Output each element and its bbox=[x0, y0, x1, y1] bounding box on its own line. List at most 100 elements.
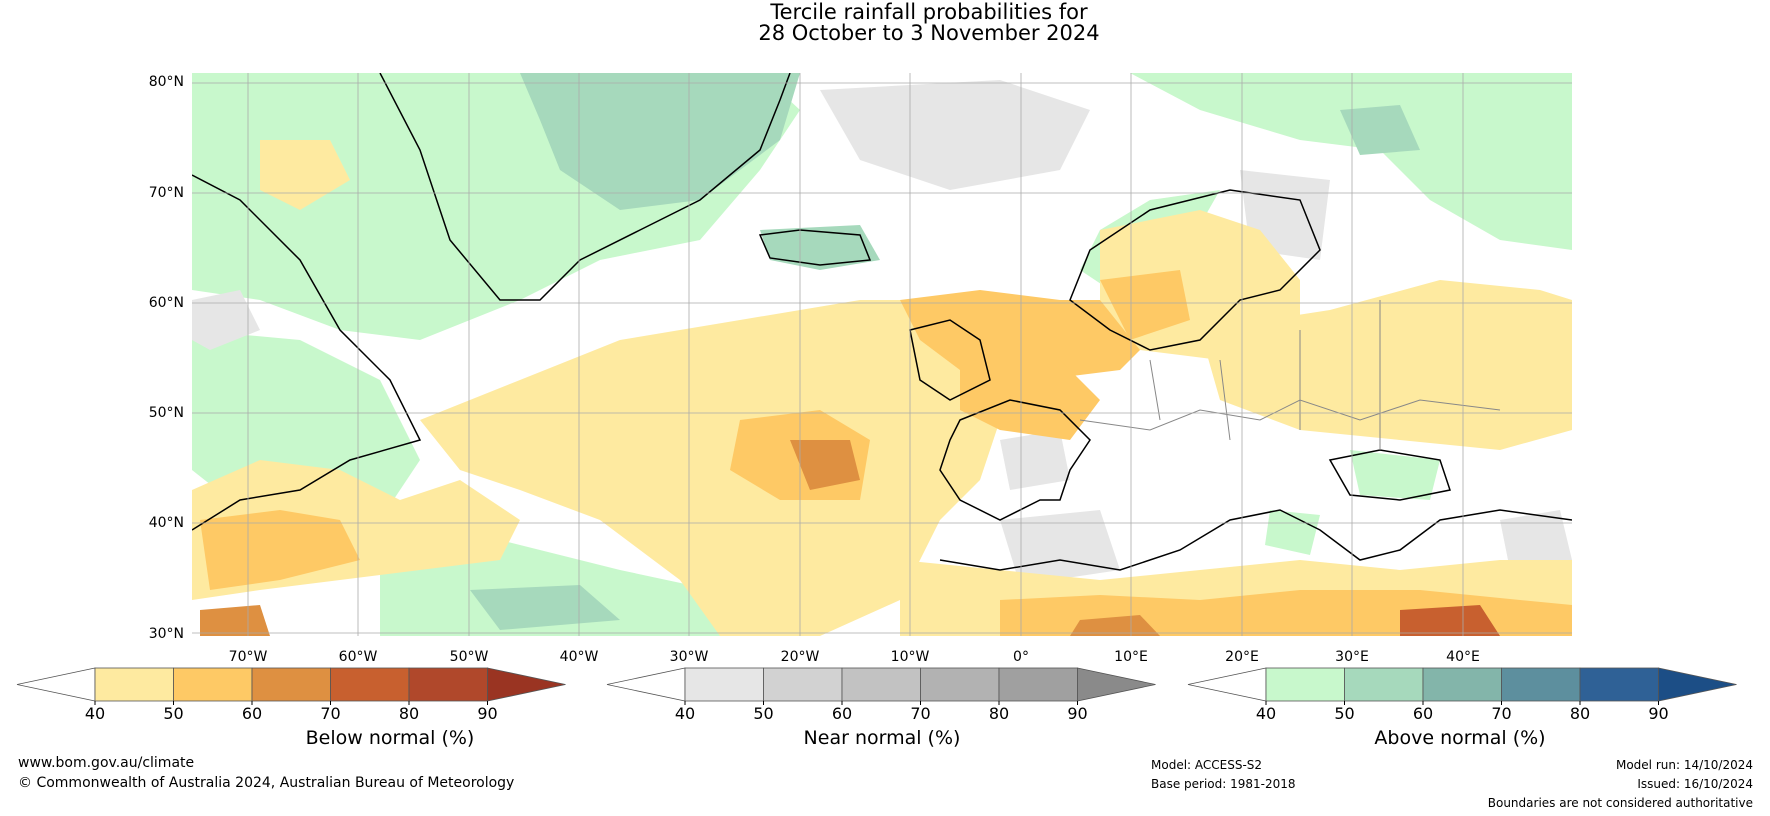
above-colorbar-tick-label-2: 60 bbox=[1413, 704, 1433, 723]
above-colorbar-tick-label-3: 70 bbox=[1491, 704, 1511, 723]
near-colorbar-segment-1 bbox=[763, 667, 843, 702]
lon-label-20e: 20°E bbox=[1225, 649, 1259, 665]
near-normal-area-caspian bbox=[1500, 510, 1572, 570]
below-normal-area-north-sea bbox=[900, 290, 1160, 380]
country-borders bbox=[1079, 300, 1501, 450]
near-colorbar-tick-label-0: 40 bbox=[675, 704, 695, 723]
map-title-line2: 28 October to 3 November 2024 bbox=[758, 21, 1100, 45]
coastline-north-america bbox=[192, 174, 422, 531]
lat-label-80n: 80°N bbox=[148, 74, 184, 90]
map-field bbox=[192, 73, 1572, 636]
above-normal-area-aegean bbox=[1265, 510, 1320, 555]
coastline-mediterranean bbox=[939, 509, 1572, 571]
below-normal-area-greenland-west bbox=[260, 140, 350, 210]
footer-base-period: Base period: 1981-2018 bbox=[1151, 777, 1296, 791]
lat-label-60n: 60°N bbox=[148, 295, 184, 311]
above-colorbar-segment-3 bbox=[1501, 667, 1581, 702]
below-colorbar-tick-label-2: 60 bbox=[242, 704, 262, 723]
lat-label-70n: 70°N bbox=[148, 185, 184, 201]
map-title-line1: Tercile rainfall probabilities for bbox=[770, 0, 1088, 24]
near-colorbar-tick-label-2: 60 bbox=[832, 704, 852, 723]
below-colorbar-tick-label-3: 70 bbox=[320, 704, 340, 723]
near-colorbar-tick-label-3: 70 bbox=[910, 704, 930, 723]
above-normal-area-svalbard bbox=[1340, 105, 1420, 155]
coastline-europe bbox=[939, 399, 1091, 521]
below-colorbar-tick-label-5: 90 bbox=[477, 704, 497, 723]
below-colorbar-segment-2 bbox=[251, 667, 331, 702]
footer-model: Model: ACCESS-S2 bbox=[1151, 758, 1263, 772]
below-colorbar-tick-label-4: 80 bbox=[399, 704, 419, 723]
below-normal-area-gulf-max bbox=[200, 605, 270, 636]
near-colorbar-segment-2 bbox=[841, 667, 921, 702]
lon-label-40e: 40°E bbox=[1446, 649, 1480, 665]
below-colorbar-segment-3 bbox=[330, 667, 410, 702]
lon-label-10w: 10°W bbox=[890, 649, 930, 665]
near-colorbar-low-extension bbox=[606, 667, 686, 702]
near-colorbar-segment-3 bbox=[920, 667, 1000, 702]
below-colorbar-low-extension bbox=[16, 667, 96, 702]
near-colorbar-segment-0 bbox=[684, 667, 764, 702]
lat-label-40n: 40°N bbox=[148, 515, 184, 531]
near-colorbar-high-extension bbox=[1077, 667, 1156, 702]
coastline-greenland bbox=[379, 73, 791, 301]
lat-label-30n: 30°N bbox=[148, 626, 184, 642]
below-normal-legend-label: Below normal (%) bbox=[305, 727, 475, 749]
lon-label-70w: 70°W bbox=[228, 649, 268, 665]
below-colorbar-segment-0 bbox=[94, 667, 174, 702]
near-colorbar-tick-label-1: 50 bbox=[753, 704, 773, 723]
above-colorbar-segment-2 bbox=[1422, 667, 1502, 702]
above-normal-area-south-atlantic-core bbox=[470, 585, 620, 630]
lon-label-30w: 30°W bbox=[669, 649, 709, 665]
lon-label-40w: 40°W bbox=[559, 649, 599, 665]
lon-label-50w: 50°W bbox=[449, 649, 489, 665]
below-colorbar-high-extension bbox=[487, 667, 566, 702]
above-normal-area-arctic-east bbox=[1130, 73, 1572, 250]
above-colorbar-segment-4 bbox=[1579, 667, 1659, 702]
near-normal-area-arctic bbox=[820, 80, 1090, 190]
below-normal-area-us-east-core bbox=[200, 510, 360, 590]
colorbars: 40 50 60 70 80 90 40 50 60 70 80 90 40 50 60 70 80 90 bbox=[16, 667, 1737, 723]
above-colorbar-segment-1 bbox=[1344, 667, 1424, 702]
lat-label-50n: 50°N bbox=[148, 405, 184, 421]
lon-label-30e: 30°E bbox=[1335, 649, 1369, 665]
above-normal-area-black-sea bbox=[1350, 450, 1440, 500]
above-colorbar-tick-label-4: 80 bbox=[1570, 704, 1590, 723]
above-normal-area-iceland bbox=[760, 225, 880, 270]
footer-disclaimer: Boundaries are not considered authoritat… bbox=[1487, 796, 1753, 810]
near-normal-legend-label: Near normal (%) bbox=[803, 727, 961, 749]
near-normal-area-mediterranean bbox=[1000, 510, 1120, 585]
below-normal-area-central-atlantic-max bbox=[790, 440, 860, 490]
above-colorbar-tick-label-5: 90 bbox=[1648, 704, 1668, 723]
below-colorbar-segment-4 bbox=[408, 667, 488, 702]
above-colorbar-tick-label-1: 50 bbox=[1334, 704, 1354, 723]
coastline-british-isles bbox=[909, 319, 991, 401]
below-normal-area-sahara-max bbox=[1070, 615, 1160, 636]
near-colorbar-tick-label-5: 90 bbox=[1067, 704, 1087, 723]
below-colorbar-tick-label-0: 40 bbox=[85, 704, 105, 723]
above-normal-legend-label: Above normal (%) bbox=[1374, 727, 1546, 749]
footer-model-run: Model run: 14/10/2024 bbox=[1615, 758, 1753, 772]
above-colorbar-high-extension bbox=[1658, 667, 1737, 702]
below-colorbar-tick-label-1: 50 bbox=[163, 704, 183, 723]
above-colorbar-low-extension bbox=[1187, 667, 1267, 702]
lon-label-20w: 20°W bbox=[780, 649, 820, 665]
lon-label-60w: 60°W bbox=[338, 649, 378, 665]
near-colorbar-tick-label-4: 80 bbox=[989, 704, 1009, 723]
below-normal-area-baltic bbox=[1100, 270, 1190, 340]
near-normal-area-france bbox=[1000, 430, 1070, 490]
above-colorbar-tick-label-0: 40 bbox=[1256, 704, 1276, 723]
above-colorbar-segment-0 bbox=[1265, 667, 1345, 702]
below-normal-area-central-atlantic bbox=[420, 300, 1030, 636]
below-normal-area-arabia-max bbox=[1400, 605, 1500, 636]
footer-website: www.bom.gov.au/climate bbox=[18, 755, 195, 771]
below-normal-area-western-europe bbox=[960, 360, 1100, 440]
graticule bbox=[192, 73, 1572, 636]
coastline-scandinavia bbox=[1069, 189, 1321, 351]
near-colorbar-segment-4 bbox=[998, 667, 1078, 702]
lon-label-10e: 10°E bbox=[1114, 649, 1148, 665]
above-normal-area-south-atlantic bbox=[380, 540, 800, 636]
below-colorbar-segment-1 bbox=[173, 667, 253, 702]
lon-label-0: 0° bbox=[1013, 649, 1029, 665]
footer-copyright: © Commonwealth of Australia 2024, Austra… bbox=[18, 775, 515, 791]
